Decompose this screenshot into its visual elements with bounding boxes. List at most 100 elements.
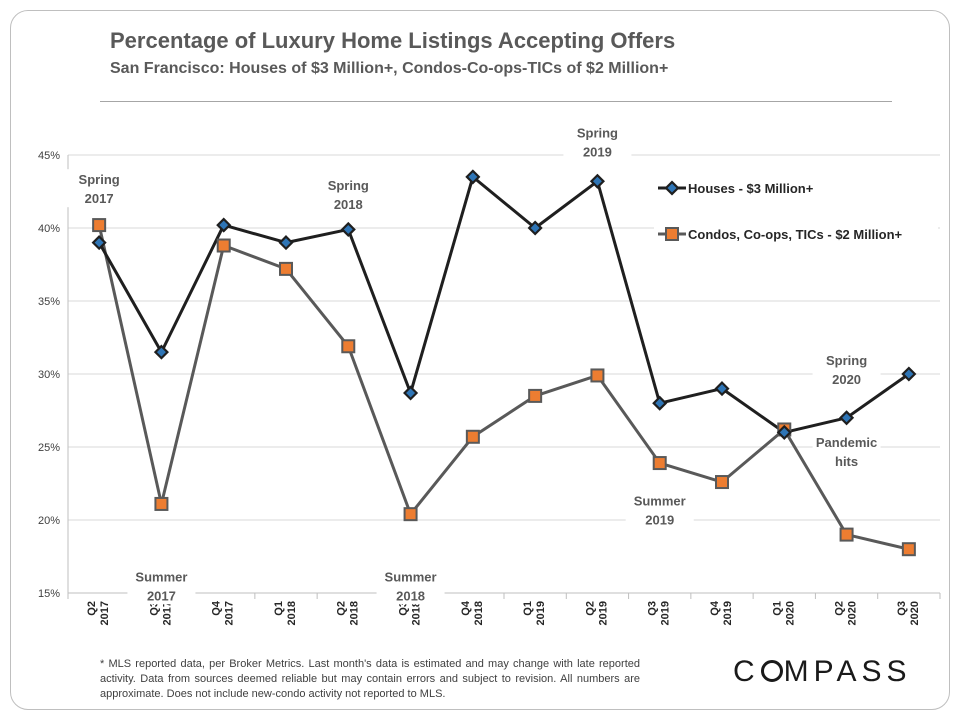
annotation-spring-2017: 2017 <box>85 191 114 206</box>
x-tick-label-year: 2019 <box>597 601 609 625</box>
houses-data-point <box>340 221 356 238</box>
x-tick-label-year: 2018 <box>286 601 298 625</box>
annotation-summer-2019: Summer <box>634 493 686 508</box>
x-tick-label-year: 2020 <box>847 601 859 625</box>
houses-series-line <box>97 175 910 434</box>
annotation-spring-2020: Spring <box>826 353 867 368</box>
x-tick-label-quarter: Q3 <box>398 601 410 616</box>
x-tick-label-quarter: Q3 <box>896 601 908 616</box>
y-tick-label: 15% <box>38 588 60 600</box>
x-tick-label-quarter: Q2 <box>834 601 846 616</box>
logo-text-start: C <box>733 655 760 688</box>
y-tick-label: 30% <box>38 369 60 381</box>
x-tick-label-quarter: Q4 <box>460 600 472 616</box>
houses-data-point <box>527 220 543 236</box>
houses-data-point <box>403 385 419 401</box>
x-tick-label-year: 2020 <box>784 601 796 625</box>
x-tick-label-year: 2017 <box>224 601 236 625</box>
x-tick-label-quarter: Q4 <box>211 600 223 616</box>
x-tick-label-year: 2018 <box>473 601 485 625</box>
condos-data-point <box>403 507 418 522</box>
y-tick-label: 35% <box>38 296 60 308</box>
logo-text-end: MPASS <box>783 655 912 688</box>
annotation-summer-2019: 2019 <box>645 512 674 527</box>
condos-data-point <box>901 542 916 557</box>
annotation-summer-2018: Summer <box>385 569 437 584</box>
legend-houses-marker <box>664 180 680 196</box>
annotation-summer-2018: 2018 <box>396 588 425 603</box>
houses-data-point <box>589 173 605 189</box>
annotation-summer-2018-bg <box>376 566 445 605</box>
condos-data-point <box>465 429 480 444</box>
annotation-spring-2018: 2018 <box>334 197 363 212</box>
compass-o-icon <box>760 660 783 682</box>
condos-data-point <box>652 456 667 471</box>
annotation-summer-2017: Summer <box>135 569 187 584</box>
annotation-summer-2017: 2017 <box>147 588 176 603</box>
condos-series-line <box>97 224 910 551</box>
chart-subtitle: San Francisco: Houses of $3 Million+, Co… <box>110 60 669 77</box>
condos-data-point <box>590 368 605 383</box>
x-tick-label-quarter: Q3 <box>647 601 659 616</box>
annotation-summer-2019-bg <box>625 490 694 529</box>
condos-data-point <box>216 238 231 253</box>
footnote: * MLS reported data, per Broker Metrics.… <box>100 658 640 700</box>
condos-data-point <box>92 218 107 233</box>
annotation-spring-2020: 2020 <box>832 372 861 387</box>
annotation-pandemic-hits: Pandemic <box>816 435 877 450</box>
title-divider <box>100 101 892 102</box>
annotation-spring-2017-bg <box>65 169 134 208</box>
x-tick-label-year: 2017 <box>161 601 173 625</box>
x-tick-label-year: 2018 <box>411 601 423 625</box>
annotation-summer-2017-bg <box>127 566 196 605</box>
condos-data-point <box>279 261 293 276</box>
condos-data-point <box>839 527 854 542</box>
houses-data-point <box>216 217 232 233</box>
houses-data-point <box>776 424 792 440</box>
legend-bg <box>654 220 938 246</box>
annotation-spring-2019-bg <box>563 122 632 161</box>
houses-data-point <box>278 235 294 251</box>
x-tick-label-quarter: Q4 <box>709 600 721 616</box>
legend-bg <box>654 174 938 200</box>
x-tick-label-quarter: Q2 <box>584 601 596 616</box>
houses-data-point <box>839 410 855 426</box>
houses-data-point <box>901 366 917 382</box>
x-tick-label-quarter: Q2 <box>86 601 98 616</box>
compass-logo: C MPASS <box>733 655 911 689</box>
condos-data-point <box>528 388 543 403</box>
condos-data-point <box>341 339 356 354</box>
x-tick-label-quarter: Q1 <box>771 601 783 616</box>
annotation-spring-2019: 2019 <box>583 144 612 159</box>
annotation-spring-2018: Spring <box>328 178 369 193</box>
annotation-pandemic-hits: hits <box>835 454 858 469</box>
condos-data-point <box>715 475 729 490</box>
y-tick-label: 40% <box>38 223 60 235</box>
chart-title: Percentage of Luxury Home Listings Accep… <box>110 28 676 53</box>
annotation-spring-2018-bg <box>314 175 383 214</box>
x-tick-label-year: 2017 <box>99 601 111 625</box>
legend-houses-label: Houses - $3 Million+ <box>688 181 814 196</box>
x-tick-label-quarter: Q3 <box>148 601 160 616</box>
x-tick-label-year: 2019 <box>722 601 734 625</box>
houses-data-point <box>153 344 169 360</box>
x-tick-label-year: 2019 <box>660 601 672 625</box>
legend-condos-label: Condos, Co-ops, TICs - $2 Million+ <box>688 227 903 242</box>
y-tick-label: 45% <box>38 150 60 162</box>
x-tick-label-quarter: Q1 <box>273 601 285 616</box>
annotation-spring-2019: Spring <box>577 125 618 140</box>
y-tick-label: 20% <box>38 515 60 527</box>
houses-data-point <box>714 381 730 397</box>
annotation-spring-2020-bg <box>812 350 881 389</box>
y-tick-label: 25% <box>38 442 60 454</box>
annotation-pandemic-hits-bg <box>812 432 881 470</box>
x-tick-label-quarter: Q1 <box>522 601 534 616</box>
x-tick-label-year: 2019 <box>535 601 547 625</box>
x-tick-label-year: 2018 <box>348 601 360 625</box>
annotation-spring-2017: Spring <box>79 172 120 187</box>
x-tick-label-year: 2020 <box>909 601 921 625</box>
x-tick-label-quarter: Q2 <box>335 601 347 616</box>
legend-condos-marker <box>665 227 679 241</box>
houses-data-point <box>652 395 668 411</box>
